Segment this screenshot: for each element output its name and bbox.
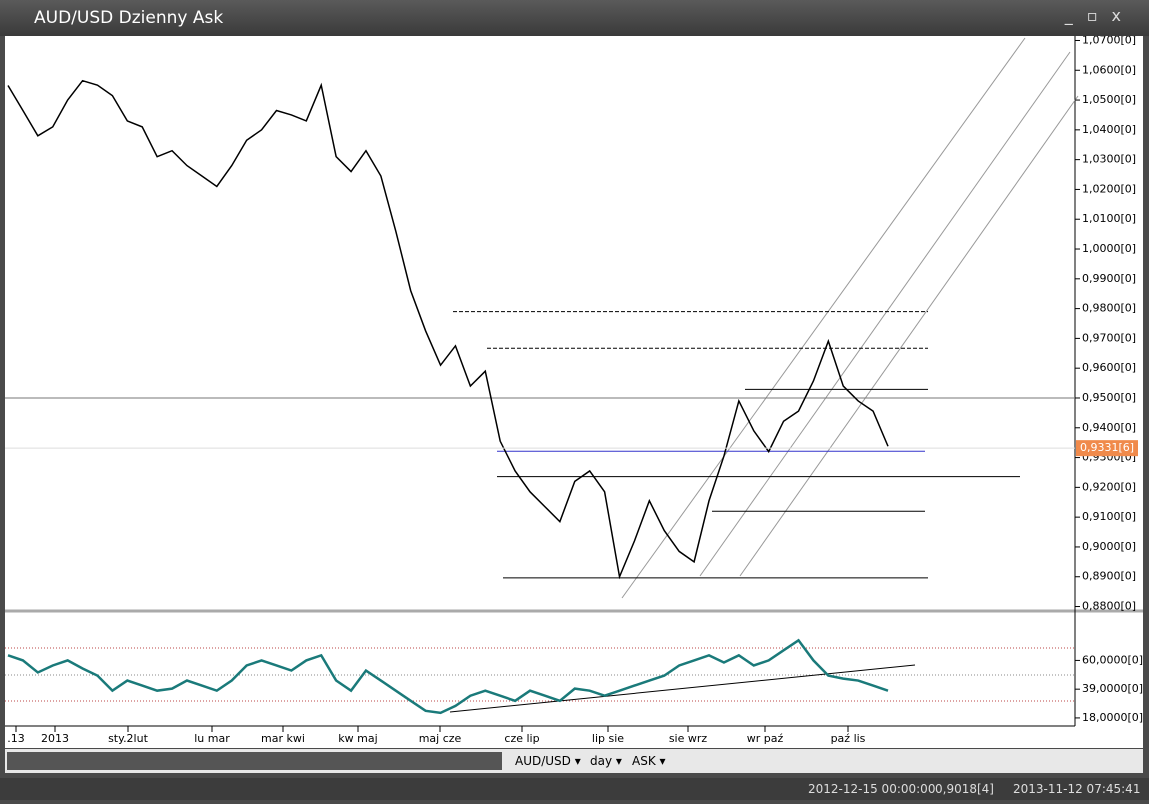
last-price-box (1076, 440, 1138, 457)
toolbar: AUD/USD ▾ day ▾ ASK ▾ (5, 749, 1143, 773)
status-value: 0,9018[4] (935, 782, 994, 796)
y-tick-label: 0,9100[0] (1082, 510, 1136, 523)
chart: 1,0700[0] 1,0600[0] 1,0500[0] 1,0400[0] 1,03… (5, 36, 1143, 748)
channel (621, 37, 1079, 599)
status-from: 2012-12-15 00:00:00 (808, 782, 936, 796)
price-line (7, 638, 889, 715)
y-tick-label: 18,0000[0] (1082, 711, 1143, 724)
y-tick-label: 0,9500[0] (1082, 391, 1136, 404)
y-tick-label: 0,9400[0] (1082, 421, 1136, 434)
period-select[interactable]: day ▾ (590, 754, 622, 768)
y-tick-label: 39,0000[0] (1082, 682, 1143, 695)
y-tick-label: 0,9200[0] (1082, 480, 1136, 493)
window-controls[interactable]: _▫x (1064, 6, 1135, 25)
y-tick-label: 0,9600[0] (1082, 361, 1136, 374)
chart-bg (5, 36, 1143, 748)
indicator-guides (5, 647, 1075, 713)
y-tick-label: 0,9700[0] (1082, 331, 1136, 344)
y-tick-label: 1,0500[0] (1082, 93, 1136, 106)
x-tick-label: maj cze (419, 732, 462, 745)
y-tick-label: 1,0400[0] (1082, 123, 1136, 136)
y-tick-label: 0,8900[0] (1082, 570, 1136, 583)
x-tick-label: mar kwi (261, 732, 305, 745)
last-price-label: 0,9331[6] (1080, 441, 1134, 454)
y-tick-label: 1,0300[0] (1082, 153, 1136, 166)
window-title: AUD/USD Dzienny Ask (34, 8, 224, 28)
x-tick-label: lu mar (194, 732, 230, 745)
x-tick-label: lip sie (592, 732, 624, 745)
x-tick-label: sie wrz (669, 732, 708, 745)
title-bar: AUD/USD Dzienny Ask _▫x (0, 0, 1149, 36)
y-tick-label: 1,0200[0] (1082, 182, 1136, 195)
y-tick-label: 60,0000[0] (1082, 653, 1143, 666)
price-line (7, 79, 889, 580)
x-tick-label: kw maj (338, 732, 377, 745)
y-tick-label: 0,9900[0] (1082, 272, 1136, 285)
x-tick-label: paź lis (831, 732, 866, 745)
x-tick-label: cze lip (504, 732, 539, 745)
symbol-select[interactable]: AUD/USD ▾ (515, 754, 581, 768)
x-tick-label: sty.2lut (108, 732, 149, 745)
x-tick-label: .13 (7, 732, 25, 745)
status-to: 2013-11-12 07:45:41 (1013, 782, 1141, 796)
y-tick-label: 1,0700[0] (1082, 36, 1136, 46)
scrollbar[interactable] (7, 752, 502, 770)
y-tick-label: 0,9000[0] (1082, 540, 1136, 553)
y-tick-label: 0,9800[0] (1082, 302, 1136, 315)
price-select[interactable]: ASK ▾ (632, 754, 666, 768)
status-bar: 2012-12-15 00:00:00 0,9018[4] 2013-11-12… (0, 778, 1149, 800)
x-tick-label: 2013 (41, 732, 69, 745)
y-tick-label: 1,0000[0] (1082, 242, 1136, 255)
x-tick-label: wr paź (747, 732, 784, 745)
y-tick-label: 1,0100[0] (1082, 212, 1136, 225)
y-tick-label: 1,0600[0] (1082, 63, 1136, 76)
y-tick-label: 0,8800[0] (1082, 600, 1136, 613)
